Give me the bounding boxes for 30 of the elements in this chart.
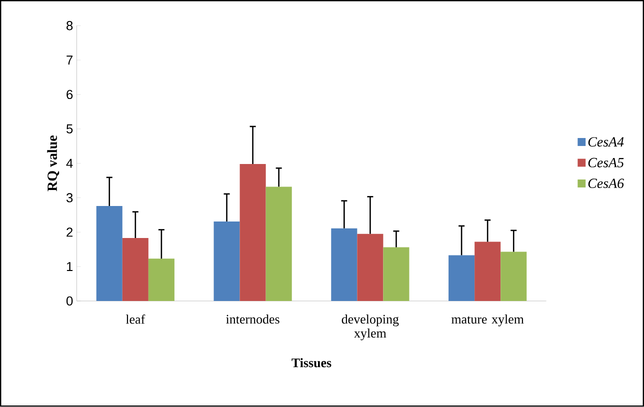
x-tick-label: mature xylem [451, 314, 524, 326]
bar [240, 164, 266, 302]
y-tick-label: 4 [66, 158, 73, 168]
bar [500, 252, 527, 302]
bar [122, 238, 148, 302]
y-tick-label: 3 [66, 193, 73, 202]
y-tick-label: 0 [66, 296, 73, 306]
y-axis-title: RQ value [47, 136, 60, 192]
bar [448, 255, 475, 302]
bar [214, 222, 240, 302]
bar [96, 206, 122, 302]
legend-label: CesA6 [588, 178, 624, 188]
y-tick-label: 8 [66, 21, 73, 30]
legend-label: CesA4 [588, 137, 624, 147]
x-tick-label: internodes [226, 314, 280, 324]
bar [148, 258, 174, 302]
x-axis-title: Tissues [292, 358, 332, 368]
bar [383, 247, 410, 302]
x-tick-label: leaf [126, 314, 146, 324]
y-tick-label: 1 [66, 262, 73, 272]
bar [266, 186, 292, 302]
y-tick-label: 2 [66, 228, 73, 237]
x-tick-label: developing xylem [342, 314, 399, 340]
y-tick-label: 5 [66, 124, 73, 134]
bar [357, 234, 384, 302]
legend-label: CesA5 [588, 158, 624, 168]
y-tick-label: 6 [66, 90, 73, 100]
bar [474, 242, 501, 302]
y-tick-label: 7 [66, 56, 73, 65]
bar [331, 228, 358, 302]
